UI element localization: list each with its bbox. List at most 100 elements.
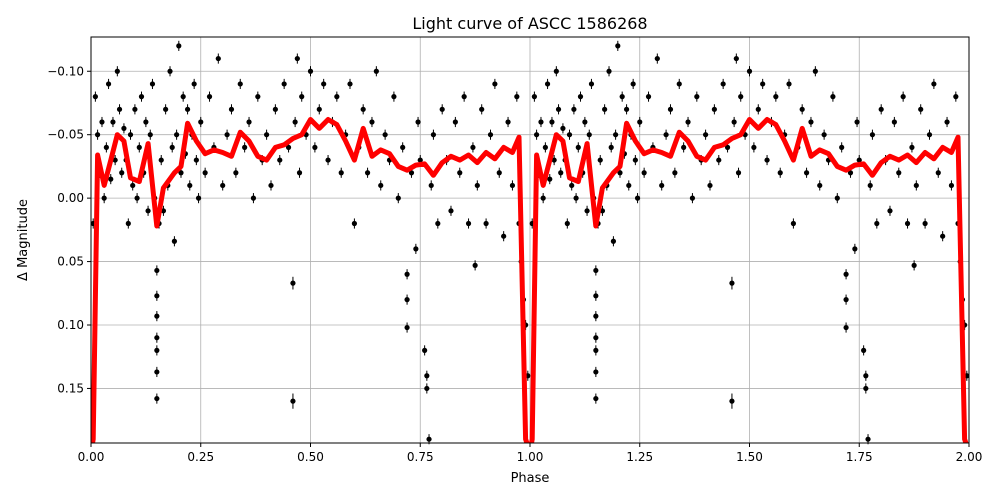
data-point [264, 132, 270, 138]
data-point [808, 119, 814, 125]
y-tick-label: 0.10 [57, 318, 84, 332]
data-point [299, 94, 305, 100]
data-point [645, 94, 652, 100]
data-point [487, 132, 494, 138]
data-point [435, 220, 441, 227]
y-axis-label: Δ Magnitude [16, 199, 31, 281]
data-point [597, 157, 603, 163]
data-point [738, 94, 744, 100]
data-point [474, 182, 480, 189]
data-point [689, 195, 696, 201]
data-point [900, 94, 906, 100]
data-point [121, 125, 127, 131]
data-point [108, 176, 114, 182]
data-point [538, 119, 544, 125]
data-point [496, 170, 502, 176]
data-point [667, 106, 674, 112]
data-point [321, 81, 327, 87]
data-point [242, 144, 248, 150]
data-point [777, 170, 783, 176]
data-point [676, 81, 682, 87]
data-point [277, 157, 283, 163]
data-point [560, 125, 566, 131]
data-point [564, 220, 570, 227]
data-point [101, 195, 107, 201]
data-point [465, 220, 472, 227]
y-tick-label: 0.05 [57, 255, 84, 269]
data-point [404, 324, 410, 331]
data-point [593, 293, 599, 299]
data-point [733, 55, 739, 62]
data-point [566, 132, 573, 138]
x-tick-label: 0.75 [407, 450, 434, 464]
data-point [839, 144, 845, 150]
data-point [577, 94, 584, 100]
data-point [422, 347, 428, 353]
data-point [582, 119, 588, 125]
data-point [852, 246, 858, 252]
data-point [558, 170, 564, 176]
data-point [424, 385, 430, 392]
data-point [272, 106, 278, 112]
data-point [542, 144, 548, 150]
data-point [711, 106, 717, 112]
data-point [944, 119, 950, 125]
data-point [307, 68, 314, 74]
data-point [681, 144, 687, 150]
data-point [334, 94, 340, 100]
data-point [926, 132, 933, 138]
data-point [125, 220, 131, 227]
data-point [479, 106, 485, 112]
data-point [413, 246, 419, 252]
x-axis: 0.00 0.25 0.50 0.75 1.00 1.25 1.50 1.75 2.00 [78, 443, 982, 464]
data-point [470, 144, 476, 150]
data-point [99, 119, 105, 125]
data-point [169, 144, 175, 150]
model-curve [91, 117, 969, 443]
data-point [547, 176, 553, 182]
data-point [904, 220, 911, 227]
data-point [575, 144, 581, 150]
data-point [400, 144, 406, 150]
data-point [281, 81, 287, 87]
data-point [751, 144, 757, 150]
data-point [606, 68, 612, 74]
data-point [865, 436, 871, 442]
data-point [843, 271, 849, 277]
data-point [896, 170, 902, 176]
data-point [641, 170, 647, 176]
data-point [863, 385, 869, 392]
data-point [472, 262, 478, 268]
data-point [408, 170, 415, 176]
data-point [593, 369, 599, 375]
data-point [154, 347, 160, 353]
data-point [154, 313, 160, 319]
data-point [138, 94, 145, 100]
data-point [154, 395, 160, 402]
data-point [555, 106, 562, 112]
x-axis-label: Phase [511, 471, 550, 486]
data-point [290, 280, 296, 286]
data-point [847, 170, 854, 176]
data-point [255, 94, 261, 100]
data-point [610, 238, 617, 244]
y-tick-label: −0.05 [47, 128, 84, 142]
data-point [843, 324, 849, 331]
data-point [724, 144, 731, 150]
data-point [867, 182, 873, 189]
data-point [593, 335, 599, 341]
data-point [918, 106, 924, 112]
data-point [593, 347, 599, 353]
data-point [178, 170, 184, 176]
data-point [694, 94, 700, 100]
data-point [167, 68, 173, 74]
data-point [176, 43, 182, 49]
x-tick-label: 1.75 [846, 450, 873, 464]
data-point [364, 170, 371, 176]
data-point [187, 182, 193, 189]
data-point [913, 182, 919, 189]
data-point [571, 106, 577, 112]
data-point [746, 68, 753, 74]
data-point [553, 68, 559, 74]
data-point [119, 170, 125, 176]
